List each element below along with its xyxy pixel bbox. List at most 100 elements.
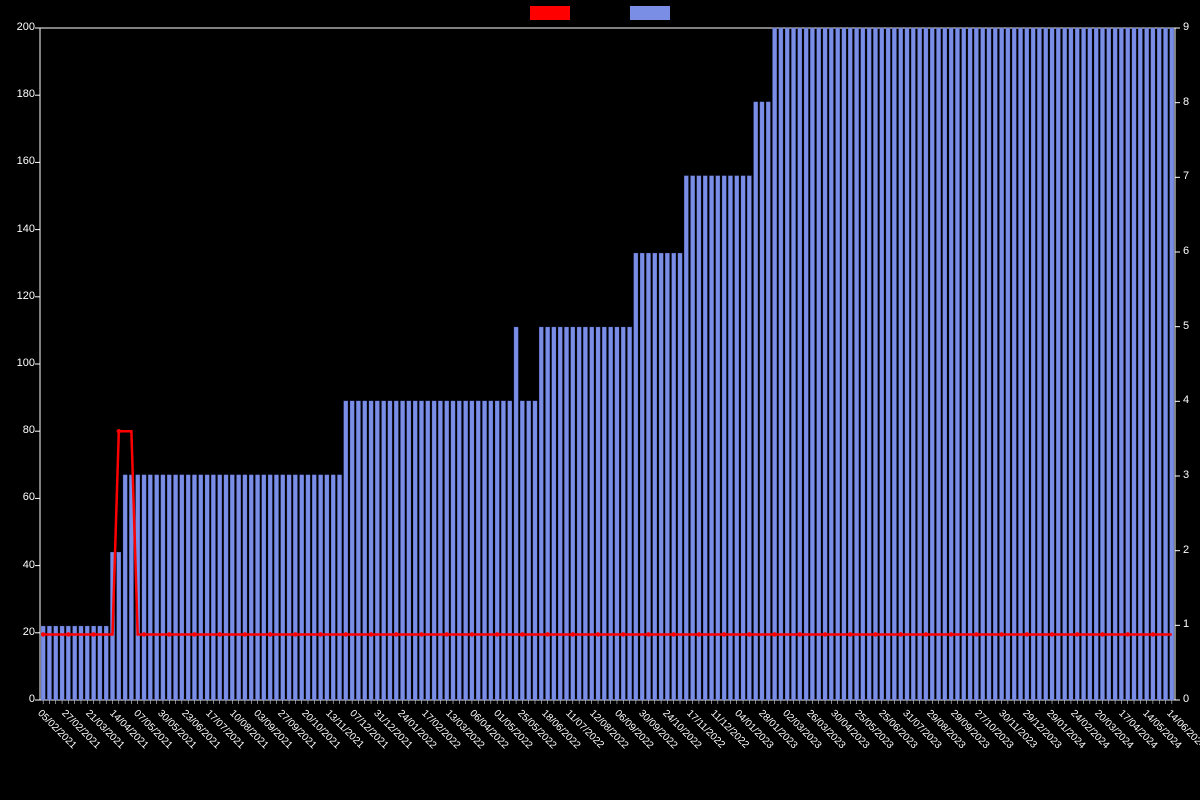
line-marker [1126,632,1130,636]
bar [356,401,360,700]
bar [836,28,840,700]
bar [665,253,669,700]
bar [867,28,871,700]
bar [602,327,606,700]
bar [199,475,203,700]
y-right-tick-label: 0 [1183,693,1200,705]
line-marker [243,632,247,636]
bar [1107,28,1111,700]
bar [243,475,247,700]
bar [249,475,253,700]
bar [211,475,215,700]
bar [615,327,619,700]
bar [785,28,789,700]
bar [930,28,934,700]
bar [1075,28,1079,700]
bar [174,475,178,700]
bar [117,552,121,700]
bar [634,253,638,700]
bar [47,626,51,700]
bar [728,176,732,700]
line-marker [798,632,802,636]
line-marker [495,632,499,636]
bar [1113,28,1117,700]
bar [1094,28,1098,700]
line-marker [218,632,222,636]
line-marker [747,632,751,636]
bar [451,401,455,700]
bar [1018,28,1022,700]
bar [899,28,903,700]
bar [691,176,695,700]
line-marker [999,632,1003,636]
line-marker [192,632,196,636]
line-marker [1075,632,1079,636]
bar [766,102,770,700]
y-right-tick-label: 8 [1183,96,1200,108]
bar [892,28,896,700]
bar [943,28,947,700]
line-marker [1100,632,1104,636]
line-marker [470,632,474,636]
bar [1000,28,1004,700]
bar [911,28,915,700]
bar [855,28,859,700]
y-right-tick-label: 6 [1183,245,1200,257]
bar [1119,28,1123,700]
bar [319,475,323,700]
bar [703,176,707,700]
bar [981,28,985,700]
line-marker [949,632,953,636]
bar [1126,28,1130,700]
line-marker [41,632,45,636]
bar [388,401,392,700]
bar [274,475,278,700]
bar [268,475,272,700]
line-marker [1050,632,1054,636]
bar [501,401,505,700]
bar [60,626,64,700]
bar [546,327,550,700]
bar [829,28,833,700]
bar [1151,28,1155,700]
bar [344,401,348,700]
bar [1037,28,1041,700]
line-marker [722,632,726,636]
bar [514,327,518,700]
bar [192,475,196,700]
bar [527,401,531,700]
bar [312,475,316,700]
bar [520,401,524,700]
bar [678,253,682,700]
y-right-tick-label: 7 [1183,170,1200,182]
bar [230,475,234,700]
bar [237,475,241,700]
bar [949,28,953,700]
bar [880,28,884,700]
bar [413,401,417,700]
bar [779,28,783,700]
bar [300,475,304,700]
bar [1031,28,1035,700]
chart-canvas [0,0,1200,800]
bar [41,626,45,700]
bar [817,28,821,700]
bar [85,626,89,700]
bar [1132,28,1136,700]
bar [653,253,657,700]
line-marker [697,632,701,636]
bar [722,176,726,700]
line-marker [117,429,121,433]
line-marker [924,632,928,636]
bar [798,28,802,700]
bar [224,475,228,700]
line-marker [848,632,852,636]
bar [470,401,474,700]
line-marker [621,632,625,636]
line-marker [520,632,524,636]
y-right-tick-label: 2 [1183,544,1200,556]
bar [489,401,493,700]
line-marker [344,632,348,636]
bar [331,475,335,700]
bar [760,102,764,700]
